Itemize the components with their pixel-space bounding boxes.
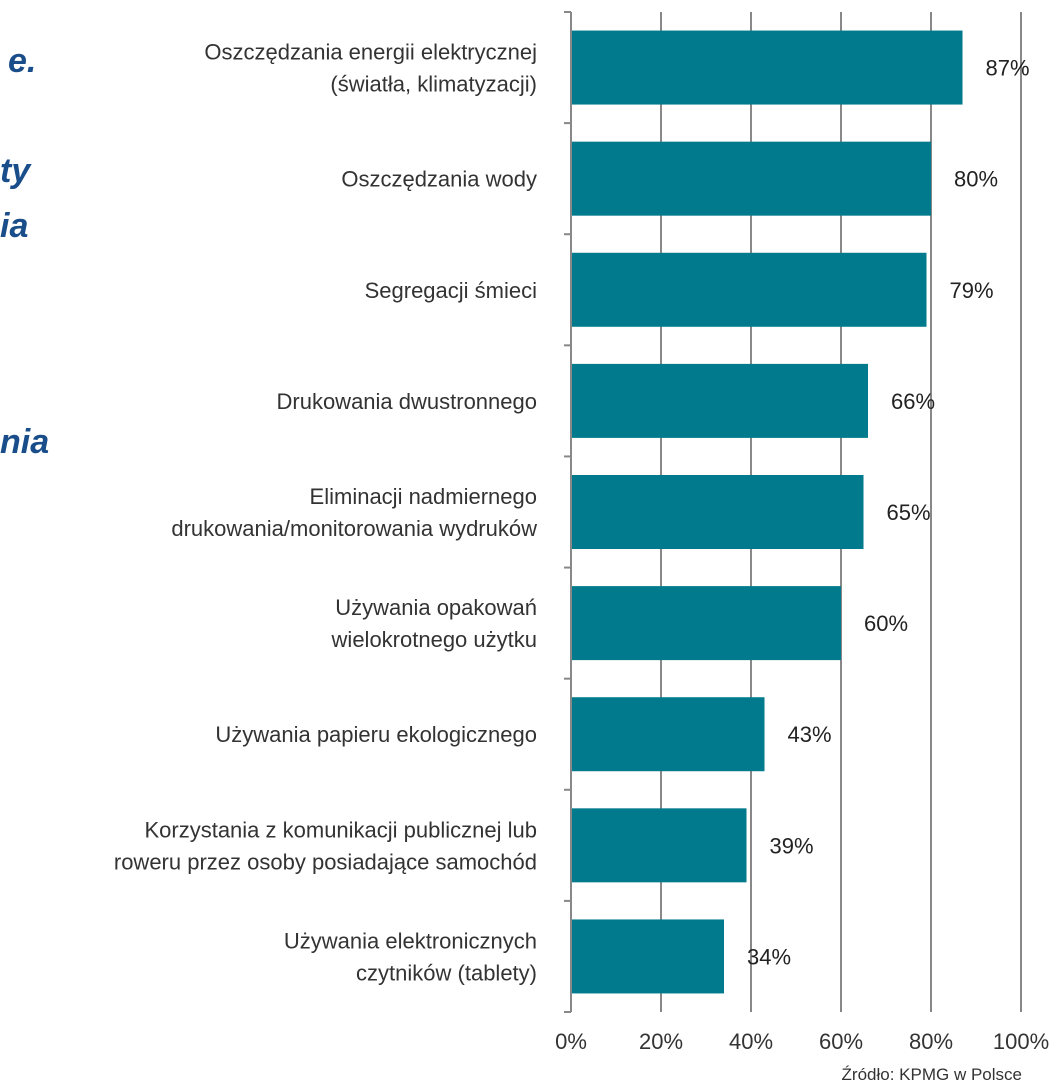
category-label: roweru przez osoby posiadające samochód <box>114 849 537 874</box>
value-label: 34% <box>747 944 791 969</box>
value-label: 43% <box>787 722 831 747</box>
source-note: Źródło: KPMG w Polsce <box>842 1065 1022 1084</box>
x-tick-label: 80% <box>909 1029 953 1054</box>
category-label: Oszczędzania wody <box>341 167 537 192</box>
x-tick-label: 40% <box>729 1029 773 1054</box>
side-fragment-1: e. <box>8 42 37 80</box>
side-fragment-3: ia <box>0 207 29 245</box>
x-tick-label: 20% <box>639 1029 683 1054</box>
x-tick-label: 60% <box>819 1029 863 1054</box>
side-fragment-4: nia <box>0 423 50 461</box>
x-tick-labels: 0% 20% 40% 60% 80% 100% <box>555 1029 1049 1054</box>
value-label: 39% <box>769 833 813 858</box>
category-label: Korzystania z komunikacji publicznej lub <box>144 817 537 842</box>
side-fragment-2: ty <box>0 152 31 190</box>
category-label: Eliminacji nadmiernego <box>310 484 537 509</box>
value-label: 80% <box>954 167 998 192</box>
category-label: drukowania/monitorowania wydruków <box>171 516 537 541</box>
bars <box>572 30 963 994</box>
category-label: Drukowania dwustronnego <box>277 389 538 414</box>
category-label: czytników (tablety) <box>356 960 537 985</box>
bar <box>572 586 841 661</box>
value-label: 79% <box>949 278 993 303</box>
category-axis <box>564 11 572 1013</box>
x-tick-label: 100% <box>993 1029 1049 1054</box>
bar <box>572 141 931 216</box>
category-labels: Oszczędzania energii elektrycznej (światł… <box>114 40 537 986</box>
category-label: Używania papieru ekologicznego <box>215 722 537 747</box>
bar <box>572 697 765 772</box>
value-labels: 87% 80% 79% 66% 65% 60% 43% 39% 34% <box>747 56 1030 970</box>
bar <box>572 808 747 883</box>
value-label: 60% <box>864 611 908 636</box>
category-label: (światła, klimatyzacji) <box>330 72 537 97</box>
bar <box>572 475 864 549</box>
value-label: 66% <box>891 389 935 414</box>
bar <box>572 30 963 105</box>
x-tick-label: 0% <box>555 1029 587 1054</box>
category-label: wielokrotnego użytku <box>331 627 537 652</box>
bar <box>572 363 868 438</box>
bar <box>572 252 927 327</box>
value-label: 87% <box>985 56 1029 81</box>
value-label: 65% <box>886 500 930 525</box>
category-label: Używania elektronicznych <box>284 928 537 953</box>
category-label: Używania opakowań <box>335 595 537 620</box>
bar <box>572 919 724 994</box>
category-label: Segregacji śmieci <box>365 278 537 303</box>
category-label: Oszczędzania energii elektrycznej <box>204 40 537 65</box>
